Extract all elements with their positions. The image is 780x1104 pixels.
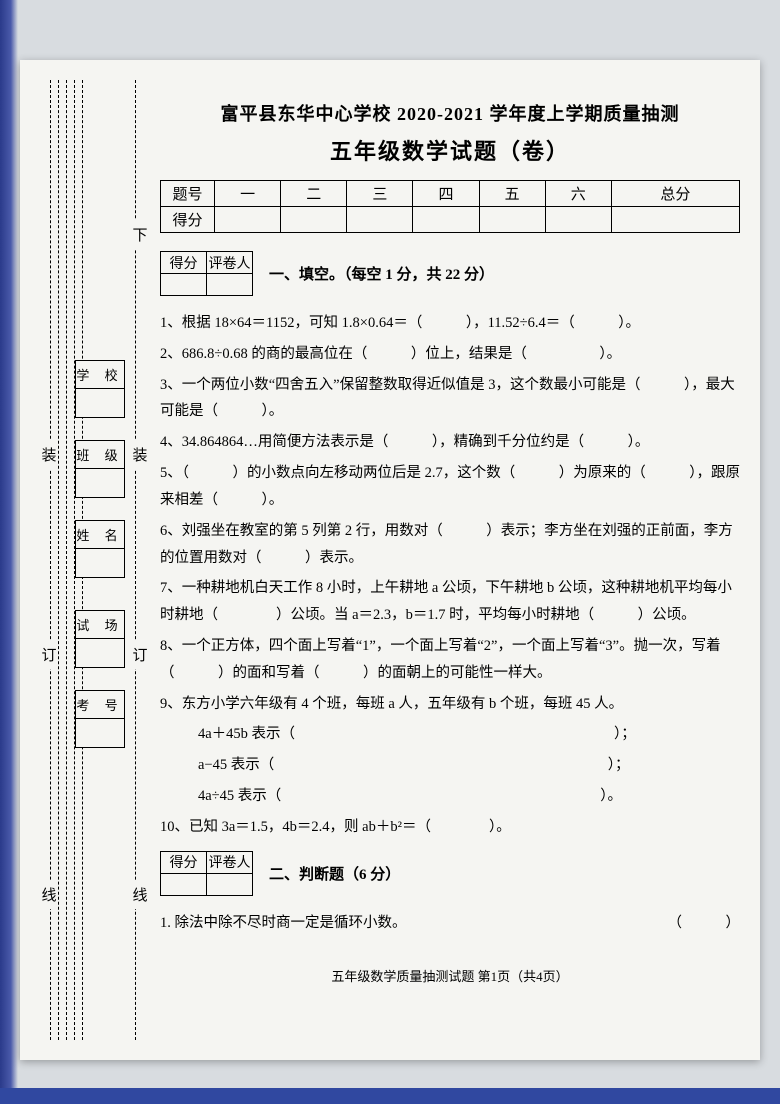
score-row-label: 得分 — [161, 207, 215, 233]
grader-score-cell — [161, 274, 207, 296]
section-1-header: 得分 评卷人 一、填空。（每空 1 分，共 22 分） — [160, 251, 740, 296]
score-cell — [347, 207, 413, 233]
section-2-title: 二、判断题（6 分） — [269, 863, 400, 884]
sub-title: 五年级数学试题（卷） — [160, 134, 740, 166]
question-3: 3、一个两位小数“四舍五入”保留整数取得近似值是 3，这个数最小可能是（ ），最… — [160, 372, 740, 426]
score-col: 二 — [281, 181, 347, 207]
score-table: 题号 一 二 三 四 五 六 总分 得分 — [160, 180, 740, 233]
score-col: 五 — [479, 181, 545, 207]
page-edge-bottom — [0, 1088, 780, 1104]
grader-box: 得分 评卷人 — [160, 851, 253, 896]
section-1-title: 一、填空。（每空 1 分，共 22 分） — [269, 263, 494, 284]
question-7: 7、一种耕地机白天工作 8 小时，上午耕地 a 公顷，下午耕地 b 公顷，这种耕… — [160, 575, 740, 629]
main-title: 富平县东华中心学校 2020-2021 学年度上学期质量抽测 — [160, 100, 740, 126]
question-9: 9、东方小学六年级有 4 个班，每班 a 人，五年级有 b 个班，每班 45 人… — [160, 691, 740, 718]
score-row-label: 题号 — [161, 181, 215, 207]
grader-box: 得分 评卷人 — [160, 251, 253, 296]
question-5: 5、（ ）的小数点向左移动两位后是 2.7，这个数（ ）为原来的（ ），跟原来相… — [160, 460, 740, 514]
question-8: 8、一个正方体，四个面上写着“1”，一个面上写着“2”，一个面上写着“3”。抛一… — [160, 633, 740, 687]
question-6: 6、刘强坐在教室的第 5 列第 2 行，用数对（ ）表示；李方坐在刘强的正前面，… — [160, 518, 740, 572]
grader-name-label: 评卷人 — [207, 252, 253, 274]
grader-name-cell — [207, 873, 253, 895]
score-cell — [281, 207, 347, 233]
judge-q1-blank: （ ） — [668, 910, 741, 937]
section-2-header: 得分 评卷人 二、判断题（6 分） — [160, 851, 740, 896]
question-9c: 4a÷45 表示（ ）。 — [160, 783, 740, 810]
score-col: 四 — [413, 181, 479, 207]
score-cell — [413, 207, 479, 233]
question-1: 1、根据 18×64＝1152，可知 1.8×0.64＝（ ），11.52÷6.… — [160, 310, 740, 337]
question-2: 2、686.8÷0.68 的商的最高位在（ ）位上，结果是（ ）。 — [160, 341, 740, 368]
judge-q1: 1. 除法中除不尽时商一定是循环小数。 （ ） — [160, 910, 740, 937]
score-value-row: 得分 — [161, 207, 740, 233]
score-cell — [479, 207, 545, 233]
grader-score-label: 得分 — [161, 851, 207, 873]
score-col: 一 — [215, 181, 281, 207]
score-col: 六 — [545, 181, 611, 207]
judge-q1-text: 1. 除法中除不尽时商一定是循环小数。 — [160, 915, 407, 931]
score-cell — [545, 207, 611, 233]
score-cell — [611, 207, 739, 233]
question-10: 10、已知 3a＝1.5，4b＝2.4，则 ab＋b²＝（ ）。 — [160, 814, 740, 841]
grader-score-cell — [161, 873, 207, 895]
score-col: 总分 — [611, 181, 739, 207]
grader-score-label: 得分 — [161, 252, 207, 274]
question-9b: a−45 表示（ ）； — [160, 752, 740, 779]
score-cell — [215, 207, 281, 233]
page-footer: 五年级数学质量抽测试题 第1页（共4页） — [160, 966, 740, 985]
question-4: 4、34.864864…用简便方法表示是（ ），精确到千分位约是（ ）。 — [160, 429, 740, 456]
grader-name-cell — [207, 274, 253, 296]
question-9a: 4a＋45b 表示（ ）； — [160, 721, 740, 748]
exam-paper: 富平县东华中心学校 2020-2021 学年度上学期质量抽测 五年级数学试题（卷… — [20, 60, 760, 1060]
score-col: 三 — [347, 181, 413, 207]
page-edge-left — [0, 0, 18, 1104]
grader-name-label: 评卷人 — [207, 851, 253, 873]
score-header-row: 题号 一 二 三 四 五 六 总分 — [161, 181, 740, 207]
